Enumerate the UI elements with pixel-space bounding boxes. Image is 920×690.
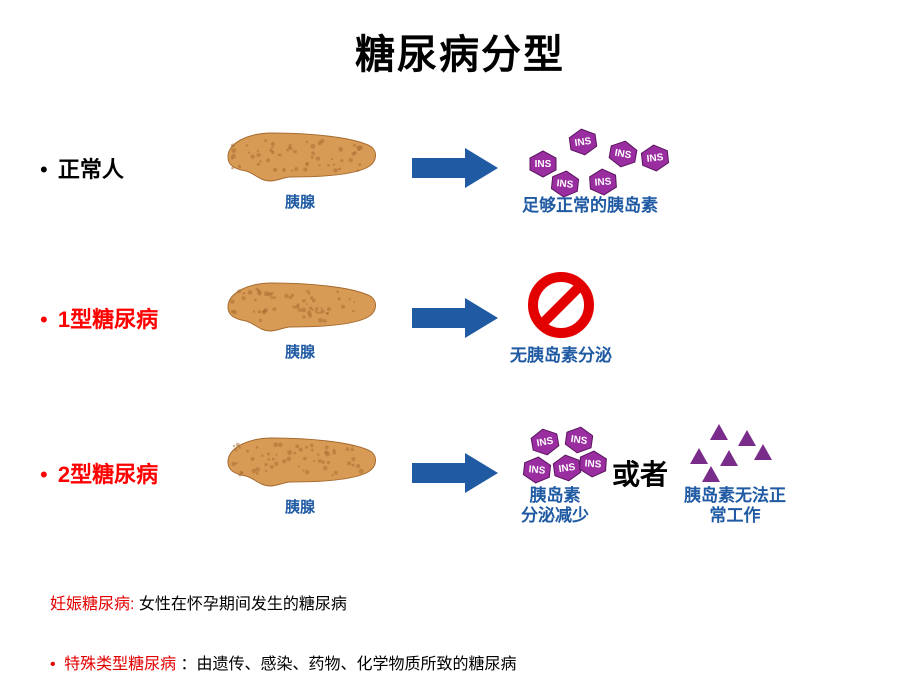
pancreas-icon bbox=[220, 430, 380, 490]
row-type1: • 1型糖尿病 胰腺 无胰岛素分泌 bbox=[40, 270, 900, 366]
pancreas-caption-3: 胰腺 bbox=[285, 496, 315, 517]
insulin-cluster-2: INSINSINSINSINS bbox=[510, 420, 600, 480]
pancreas-block-3: 胰腺 bbox=[200, 430, 400, 517]
bullet: • bbox=[40, 307, 48, 332]
footer-line-1: 妊娠糖尿病: 女性在怀孕期间发生的糖尿病 bbox=[50, 590, 347, 614]
pancreas-caption-2: 胰腺 bbox=[285, 341, 315, 362]
row-label-type2: • 2型糖尿病 bbox=[40, 457, 200, 489]
footer-1-black: 女性在怀孕期间发生的糖尿病 bbox=[139, 596, 347, 613]
row-type2: • 2型糖尿病 胰腺 INSINSINSINSINS 胰岛素 分泌减少 或者 胰… bbox=[40, 420, 900, 527]
pancreas-icon bbox=[220, 125, 380, 185]
footer-2-black: ：由遗传、感染、药物、化学物质所致的糖尿病 bbox=[181, 656, 517, 673]
pancreas-block-1: 胰腺 bbox=[200, 125, 400, 212]
bullet: • bbox=[40, 462, 48, 487]
insulin-cluster-1: INSINSINSINSINSINS bbox=[510, 120, 670, 190]
result-block-3: INSINSINSINSINS 胰岛素 分泌减少 或者 胰岛素无法正 常工作 bbox=[510, 420, 900, 527]
arrow-3 bbox=[400, 451, 510, 495]
triangle-cluster bbox=[680, 420, 790, 480]
result-caption-1: 足够正常的胰岛素 bbox=[522, 196, 658, 216]
footer-2-red: 特殊类型糖尿病 bbox=[64, 656, 176, 673]
footer-bullet: • bbox=[50, 656, 56, 673]
footer-line-2: • 特殊类型糖尿病 ：由遗传、感染、药物、化学物质所致的糖尿病 bbox=[50, 650, 517, 674]
row-label-type1: • 1型糖尿病 bbox=[40, 302, 200, 334]
result-caption-3b: 胰岛素无法正 常工作 bbox=[684, 486, 786, 527]
or-text: 或者 bbox=[612, 453, 668, 493]
no-symbol-icon bbox=[526, 270, 596, 340]
arrow-1 bbox=[400, 146, 510, 190]
footer-1-red: 妊娠糖尿病: bbox=[50, 596, 134, 613]
row-label-normal: • 正常人 bbox=[40, 152, 200, 184]
arrow-2 bbox=[400, 296, 510, 340]
label-text: 1型糖尿病 bbox=[58, 307, 158, 332]
result-block-2: 无胰岛素分泌 bbox=[510, 270, 900, 366]
pancreas-caption-1: 胰腺 bbox=[285, 191, 315, 212]
pancreas-icon bbox=[220, 275, 380, 335]
bullet: • bbox=[40, 157, 48, 182]
row-normal: • 正常人 胰腺 INSINSINSINSINSINS 足够正常的胰岛素 bbox=[40, 120, 900, 216]
label-text: 正常人 bbox=[58, 157, 124, 182]
result-caption-2: 无胰岛素分泌 bbox=[510, 346, 612, 366]
result-caption-3a: 胰岛素 分泌减少 bbox=[521, 486, 589, 527]
label-text: 2型糖尿病 bbox=[58, 462, 158, 487]
pancreas-block-2: 胰腺 bbox=[200, 275, 400, 362]
result-block-1: INSINSINSINSINSINS 足够正常的胰岛素 bbox=[510, 120, 900, 216]
slide-title: 糖尿病分型 bbox=[0, 0, 920, 80]
